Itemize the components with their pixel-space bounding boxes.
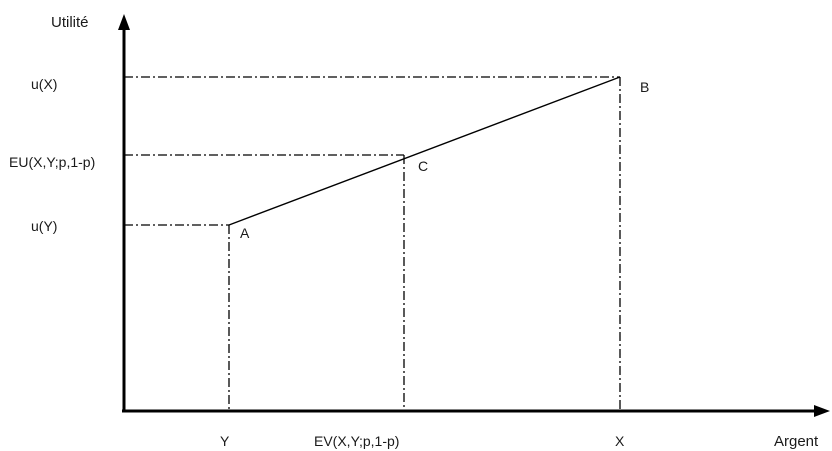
x-axis-title: Argent bbox=[774, 433, 819, 450]
x-label-Y: Y bbox=[220, 433, 230, 449]
y-axis-title: Utilité bbox=[51, 14, 89, 31]
y-label-eu: EU(X,Y;p,1-p) bbox=[9, 154, 95, 170]
y-label-uY: u(Y) bbox=[31, 218, 57, 234]
y-axis-arrow bbox=[118, 14, 130, 30]
x-axis-arrow bbox=[814, 405, 830, 417]
point-A-label: A bbox=[240, 225, 250, 241]
point-B-label: B bbox=[640, 79, 649, 95]
point-C-label: C bbox=[418, 158, 428, 174]
x-label-ev: EV(X,Y;p,1-p) bbox=[314, 433, 399, 449]
x-label-X: X bbox=[615, 433, 625, 449]
y-label-uX: u(X) bbox=[31, 76, 57, 92]
utility-line-AB bbox=[228, 76, 621, 226]
